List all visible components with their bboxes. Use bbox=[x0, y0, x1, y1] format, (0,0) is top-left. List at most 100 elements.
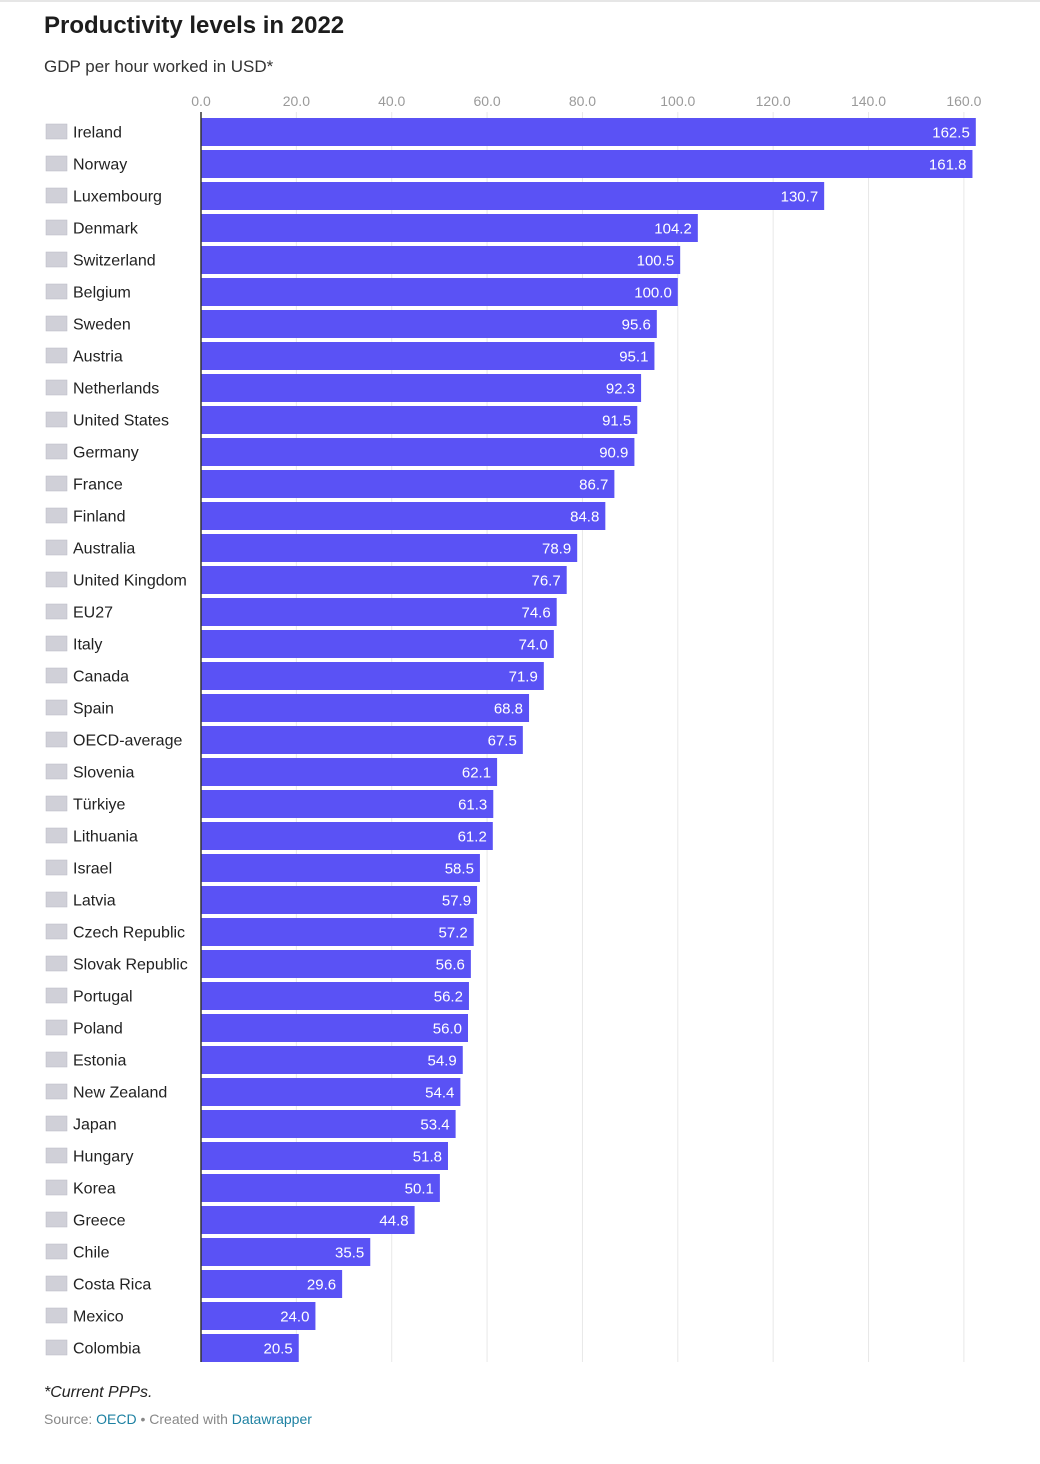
category-label: EU27 bbox=[73, 605, 113, 622]
flag-icon bbox=[45, 827, 68, 844]
bar-value-label: 95.6 bbox=[622, 317, 651, 334]
bar bbox=[201, 950, 471, 978]
category-label: Hungary bbox=[73, 1149, 133, 1166]
flag-icon bbox=[45, 507, 68, 524]
bar bbox=[201, 1270, 343, 1298]
category-label: Israel bbox=[73, 861, 112, 878]
category-label: Germany bbox=[73, 445, 139, 462]
bar bbox=[201, 918, 474, 946]
chart-subtitle: GDP per hour worked in USD* bbox=[44, 57, 274, 76]
x-tick-label: 0.0 bbox=[191, 93, 211, 109]
flag-icon bbox=[45, 699, 68, 716]
bar bbox=[201, 566, 567, 594]
source-link-oecd[interactable]: OECD bbox=[96, 1411, 137, 1427]
flag-icon bbox=[45, 731, 68, 748]
category-label: Netherlands bbox=[73, 381, 159, 398]
bar-value-label: 57.9 bbox=[442, 893, 471, 910]
bar-value-label: 104.2 bbox=[654, 221, 692, 238]
chart-title: Productivity levels in 2022 bbox=[44, 12, 345, 39]
bar-value-label: 54.9 bbox=[428, 1053, 457, 1070]
category-label: Slovak Republic bbox=[73, 957, 188, 974]
category-label: Lithuania bbox=[73, 829, 138, 846]
bar bbox=[201, 534, 578, 562]
flag-icon bbox=[45, 1083, 68, 1100]
bar-value-label: 71.9 bbox=[509, 669, 538, 686]
flag-icon bbox=[45, 1339, 68, 1356]
category-label: Sweden bbox=[73, 317, 131, 334]
flag-icon bbox=[45, 475, 68, 492]
bar-value-label: 76.7 bbox=[532, 573, 561, 590]
bar-value-label: 162.5 bbox=[932, 125, 970, 142]
bar bbox=[201, 310, 657, 338]
category-label: Portugal bbox=[73, 989, 133, 1006]
bar-value-label: 91.5 bbox=[602, 413, 631, 430]
bar-value-label: 61.2 bbox=[458, 829, 487, 846]
bar bbox=[201, 438, 635, 466]
flag-icon bbox=[45, 1147, 68, 1164]
bar-value-label: 53.4 bbox=[420, 1117, 449, 1134]
category-label: Greece bbox=[73, 1213, 126, 1230]
bar-value-label: 29.6 bbox=[307, 1277, 336, 1294]
bar-value-label: 100.5 bbox=[637, 253, 675, 270]
flag-icon bbox=[45, 1019, 68, 1036]
x-tick-label: 100.0 bbox=[660, 93, 695, 109]
datawrapper-link[interactable]: Datawrapper bbox=[231, 1411, 312, 1427]
bar-value-label: 67.5 bbox=[488, 733, 517, 750]
category-label: Türkiye bbox=[73, 797, 126, 814]
bar-value-label: 50.1 bbox=[405, 1181, 434, 1198]
x-tick-label: 40.0 bbox=[378, 93, 405, 109]
bar bbox=[201, 1110, 456, 1138]
flag-icon bbox=[45, 379, 68, 396]
source-line: Source: OECD • Created with Datawrapper bbox=[44, 1411, 312, 1427]
flag-icon bbox=[45, 1179, 68, 1196]
flag-icon bbox=[45, 987, 68, 1004]
x-tick-label: 60.0 bbox=[473, 93, 500, 109]
bar-value-label: 44.8 bbox=[379, 1213, 408, 1230]
category-label: Denmark bbox=[73, 221, 139, 238]
bar-value-label: 100.0 bbox=[634, 285, 672, 302]
x-tick-label: 160.0 bbox=[946, 93, 981, 109]
bar bbox=[201, 1014, 469, 1042]
flag-icon bbox=[45, 1275, 68, 1292]
flag-icon bbox=[45, 859, 68, 876]
flag-icon bbox=[45, 539, 68, 556]
source-separator: • bbox=[140, 1411, 146, 1427]
flag-icon bbox=[45, 923, 68, 940]
flag-icon bbox=[45, 603, 68, 620]
bar-value-label: 130.7 bbox=[781, 189, 819, 206]
category-label: Finland bbox=[73, 509, 125, 526]
bar bbox=[201, 1206, 415, 1234]
category-label: Austria bbox=[73, 349, 123, 366]
bar-value-label: 62.1 bbox=[462, 765, 491, 782]
bar bbox=[201, 886, 478, 914]
x-tick-label: 80.0 bbox=[569, 93, 596, 109]
bar bbox=[201, 1238, 371, 1266]
category-label: OECD-average bbox=[73, 733, 182, 750]
flag-icon bbox=[45, 571, 68, 588]
category-label: Ireland bbox=[73, 125, 122, 142]
bar-value-label: 78.9 bbox=[542, 541, 571, 558]
category-label: United Kingdom bbox=[73, 573, 187, 590]
bar bbox=[201, 278, 678, 306]
bar bbox=[201, 1078, 461, 1106]
source-label: Source: bbox=[44, 1411, 93, 1427]
bar bbox=[201, 342, 655, 370]
bar-value-label: 95.1 bbox=[619, 349, 648, 366]
flag-icon bbox=[45, 443, 68, 460]
flag-icon bbox=[45, 315, 68, 332]
bar-value-label: 161.8 bbox=[929, 157, 967, 174]
bar-chart: 0.0 20.0 40.0 60.0 80.0 100.0 120.0 140.0 160.0 1… bbox=[45, 93, 982, 1362]
bar bbox=[201, 790, 494, 818]
bar-value-label: 68.8 bbox=[494, 701, 523, 718]
bar bbox=[201, 726, 523, 754]
category-label: Australia bbox=[73, 541, 135, 558]
bar bbox=[201, 758, 498, 786]
category-label: Belgium bbox=[73, 285, 131, 302]
x-tick-label: 140.0 bbox=[851, 93, 886, 109]
flag-icon bbox=[45, 955, 68, 972]
flag-icon bbox=[45, 219, 68, 236]
bar bbox=[201, 1334, 299, 1362]
flag-icon bbox=[45, 667, 68, 684]
flag-icon bbox=[45, 891, 68, 908]
bar bbox=[201, 374, 642, 402]
